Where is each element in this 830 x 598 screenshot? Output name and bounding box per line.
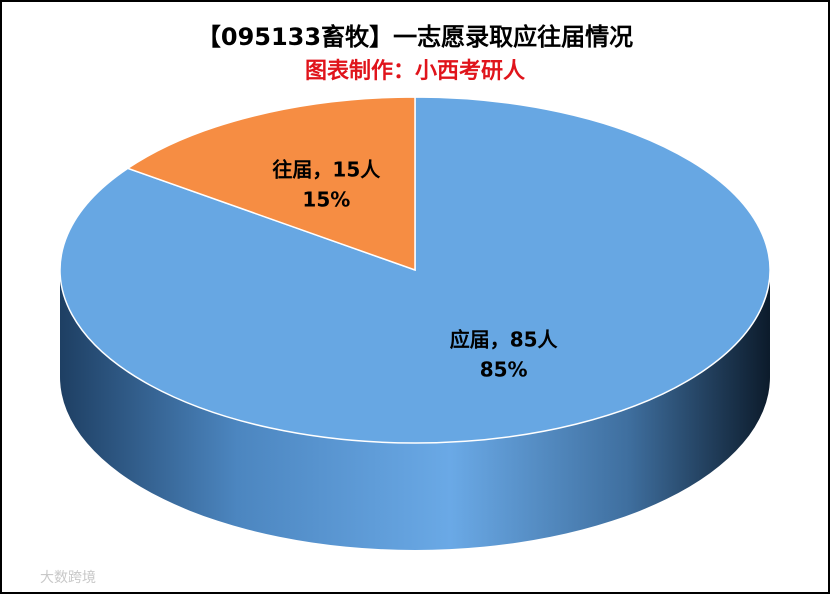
data-label: 应届，85人: [450, 327, 559, 351]
chart-subtitle: 图表制作：小西考研人: [305, 59, 525, 84]
data-label-percent: 85%: [480, 357, 528, 381]
pie-slice: [126, 96, 416, 272]
watermark: 大数跨境: [40, 570, 96, 586]
data-label-percent: 15%: [302, 188, 350, 212]
pie-side: [60, 270, 770, 550]
chart-title: 【095133畜牧】一志愿录取应往届情况: [197, 23, 633, 51]
data-label: 往届，15人: [272, 158, 381, 182]
